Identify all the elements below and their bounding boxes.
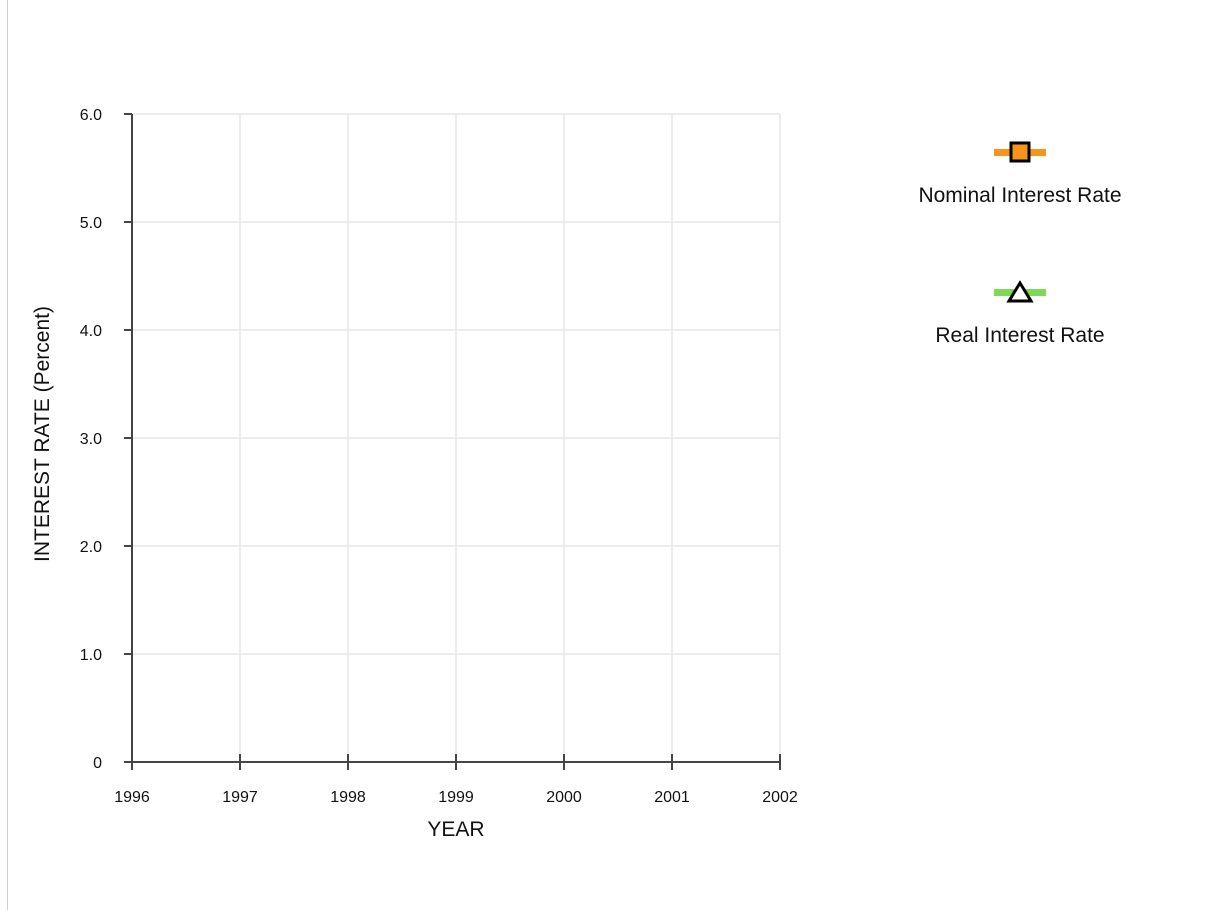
square-marker-icon[interactable] <box>990 136 1050 168</box>
x-tick-label: 1996 <box>114 789 150 806</box>
x-tick-label: 2000 <box>546 789 582 806</box>
x-tick-label: 2001 <box>654 789 690 806</box>
y-tick-label: 0 <box>93 755 102 772</box>
legend-item-nominal[interactable]: Nominal Interest Rate <box>870 136 1170 208</box>
y-tick-label: 5.0 <box>80 215 102 232</box>
x-axis-title: YEAR <box>427 818 484 841</box>
x-tick-label: 1999 <box>438 789 474 806</box>
y-tick-label: 1.0 <box>80 647 102 664</box>
y-tick-label: 6.0 <box>80 107 102 124</box>
x-tick-label: 1997 <box>222 789 258 806</box>
panel-border <box>7 0 8 910</box>
x-tick-label: 1998 <box>330 789 366 806</box>
x-tick-label: 2002 <box>762 789 798 806</box>
y-tick-label: 2.0 <box>80 539 102 556</box>
legend-label-real: Real Interest Rate <box>935 324 1105 347</box>
legend-label-nominal: Nominal Interest Rate <box>918 184 1122 207</box>
y-tick-label: 3.0 <box>80 431 102 448</box>
legend-item-real[interactable]: Real Interest Rate <box>870 276 1170 348</box>
y-tick-label: 4.0 <box>80 323 102 340</box>
y-axis-title: INTEREST RATE (Percent) <box>31 306 54 562</box>
triangle-marker-icon[interactable] <box>990 276 1050 308</box>
